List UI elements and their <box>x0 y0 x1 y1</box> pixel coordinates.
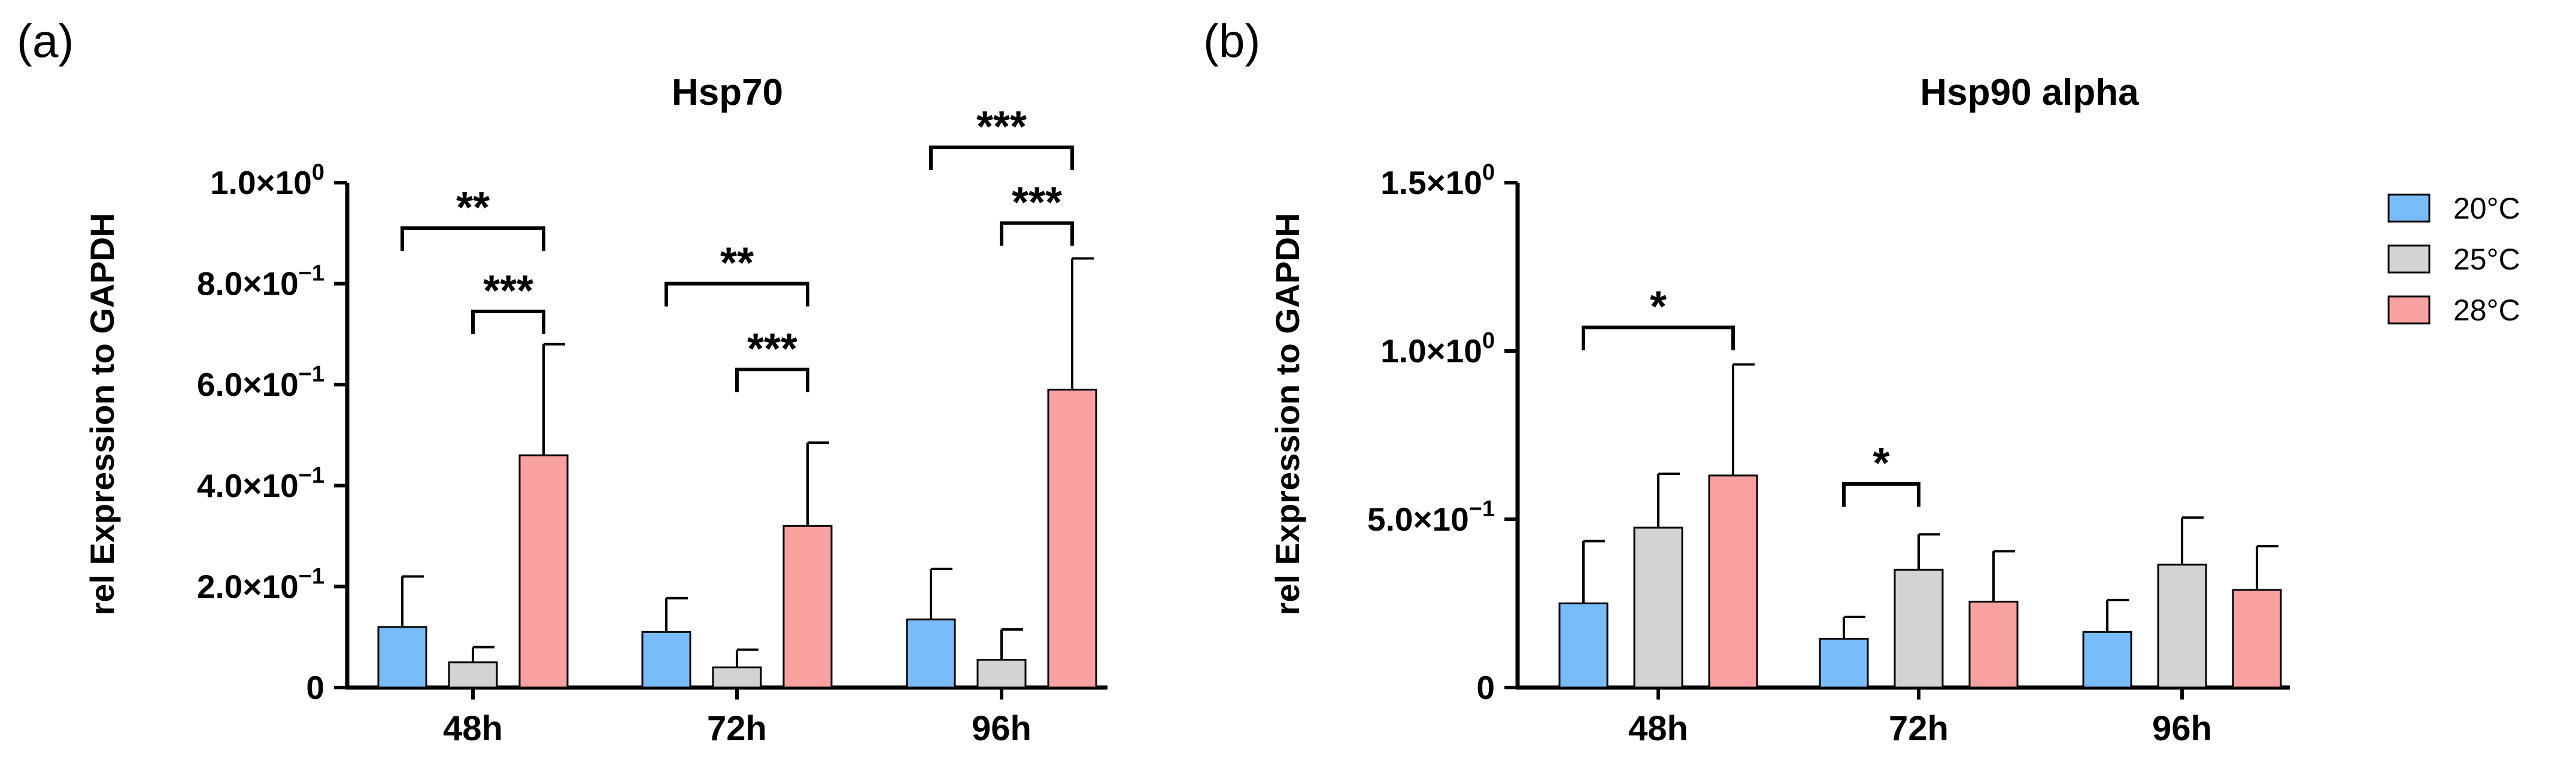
bar-a-96h-25°C <box>976 659 1027 689</box>
significance-label-a: *** <box>976 103 1027 151</box>
y-tick-label-b: 1.0×100 <box>1380 328 1495 370</box>
significance-bracket-a <box>735 367 809 392</box>
significance-label-b: * <box>1650 283 1667 331</box>
significance-label-b: * <box>1873 440 1889 488</box>
chart-hsp90-alpha: Hsp90 alpha rel Expression to GAPDH 0 5.0×1… <box>1269 72 2290 748</box>
bar-b-72h-25°C <box>1894 568 1944 689</box>
panel-label-a: (a) <box>17 14 74 67</box>
legend-label-0: 20°C <box>2453 192 2520 225</box>
bar-b-72h-28°C <box>1968 601 2019 689</box>
y-tick-label-a: 0 <box>306 669 324 706</box>
chart-title-b: Hsp90 alpha <box>1920 72 2139 113</box>
category-label-a-72h: 72h <box>707 709 767 748</box>
y-tick-label-b: 0 <box>1476 669 1495 706</box>
bar-b-48h-25°C <box>1633 526 1683 689</box>
bar-a-96h-28°C <box>1047 389 1097 689</box>
y-tick-label-a: 8.0×10−1 <box>197 261 324 302</box>
legend: 20°C 25°C 28°C <box>2387 192 2520 327</box>
significance-bracket-a <box>929 145 1074 170</box>
bar-a-72h-25°C <box>712 666 762 689</box>
bar-a-48h-20°C <box>377 626 427 689</box>
chart-hsp70: Hsp70 rel Expression to GAPDH 0 2.0×10−1 4.0… <box>83 72 1108 748</box>
category-label-b-48h: 48h <box>1628 709 1688 748</box>
chart-title-a: Hsp70 <box>672 72 783 113</box>
category-label-a-48h: 48h <box>443 709 503 748</box>
y-axis-label-b: rel Expression to GAPDH <box>1269 213 1306 615</box>
significance-label-a: ** <box>720 240 754 287</box>
bar-b-96h-20°C <box>2082 631 2132 689</box>
y-axis-label-a: rel Expression to GAPDH <box>83 213 121 615</box>
bar-b-48h-20°C <box>1558 602 1609 689</box>
bar-a-48h-25°C <box>448 661 498 689</box>
legend-swatch-2 <box>2387 295 2431 325</box>
panel-label-b: (b) <box>1203 14 1260 67</box>
significance-label-a: ** <box>456 184 490 232</box>
bar-b-48h-28°C <box>1708 474 1758 689</box>
significance-bracket-b <box>1582 325 1735 350</box>
y-tick-label-b: 1.5×100 <box>1380 160 1495 201</box>
significance-bracket-a <box>1000 221 1074 246</box>
significance-bracket-a <box>665 281 809 307</box>
legend-label-1: 25°C <box>2453 243 2520 276</box>
category-label-b-96h: 96h <box>2152 709 2212 748</box>
bar-b-96h-25°C <box>2157 564 2207 689</box>
legend-label-2: 28°C <box>2453 293 2520 327</box>
bar-a-72h-20°C <box>641 631 691 689</box>
significance-bracket-a <box>471 309 545 334</box>
category-label-b-72h: 72h <box>1889 709 1949 748</box>
significance-bracket-b <box>1842 482 1920 507</box>
significance-label-a: *** <box>747 325 797 373</box>
legend-swatch-1 <box>2387 244 2431 274</box>
bar-a-96h-20°C <box>906 618 956 689</box>
y-tick-label-a: 2.0×10−1 <box>197 564 324 605</box>
bar-b-72h-20°C <box>1819 638 1869 689</box>
bar-a-72h-28°C <box>782 525 833 689</box>
significance-label-a: *** <box>1012 178 1062 226</box>
bar-b-96h-28°C <box>2232 589 2282 689</box>
significance-label-a: *** <box>483 267 533 315</box>
bar-a-48h-28°C <box>518 454 569 689</box>
y-tick-label-a: 6.0×10−1 <box>197 362 324 403</box>
y-tick-label-a: 1.0×100 <box>210 160 324 201</box>
significance-bracket-a <box>400 226 545 251</box>
legend-swatch-0 <box>2387 193 2431 223</box>
y-tick-label-a: 4.0×10−1 <box>197 463 324 504</box>
category-label-a-96h: 96h <box>972 709 1031 748</box>
y-tick-label-b: 5.0×10−1 <box>1367 496 1495 538</box>
